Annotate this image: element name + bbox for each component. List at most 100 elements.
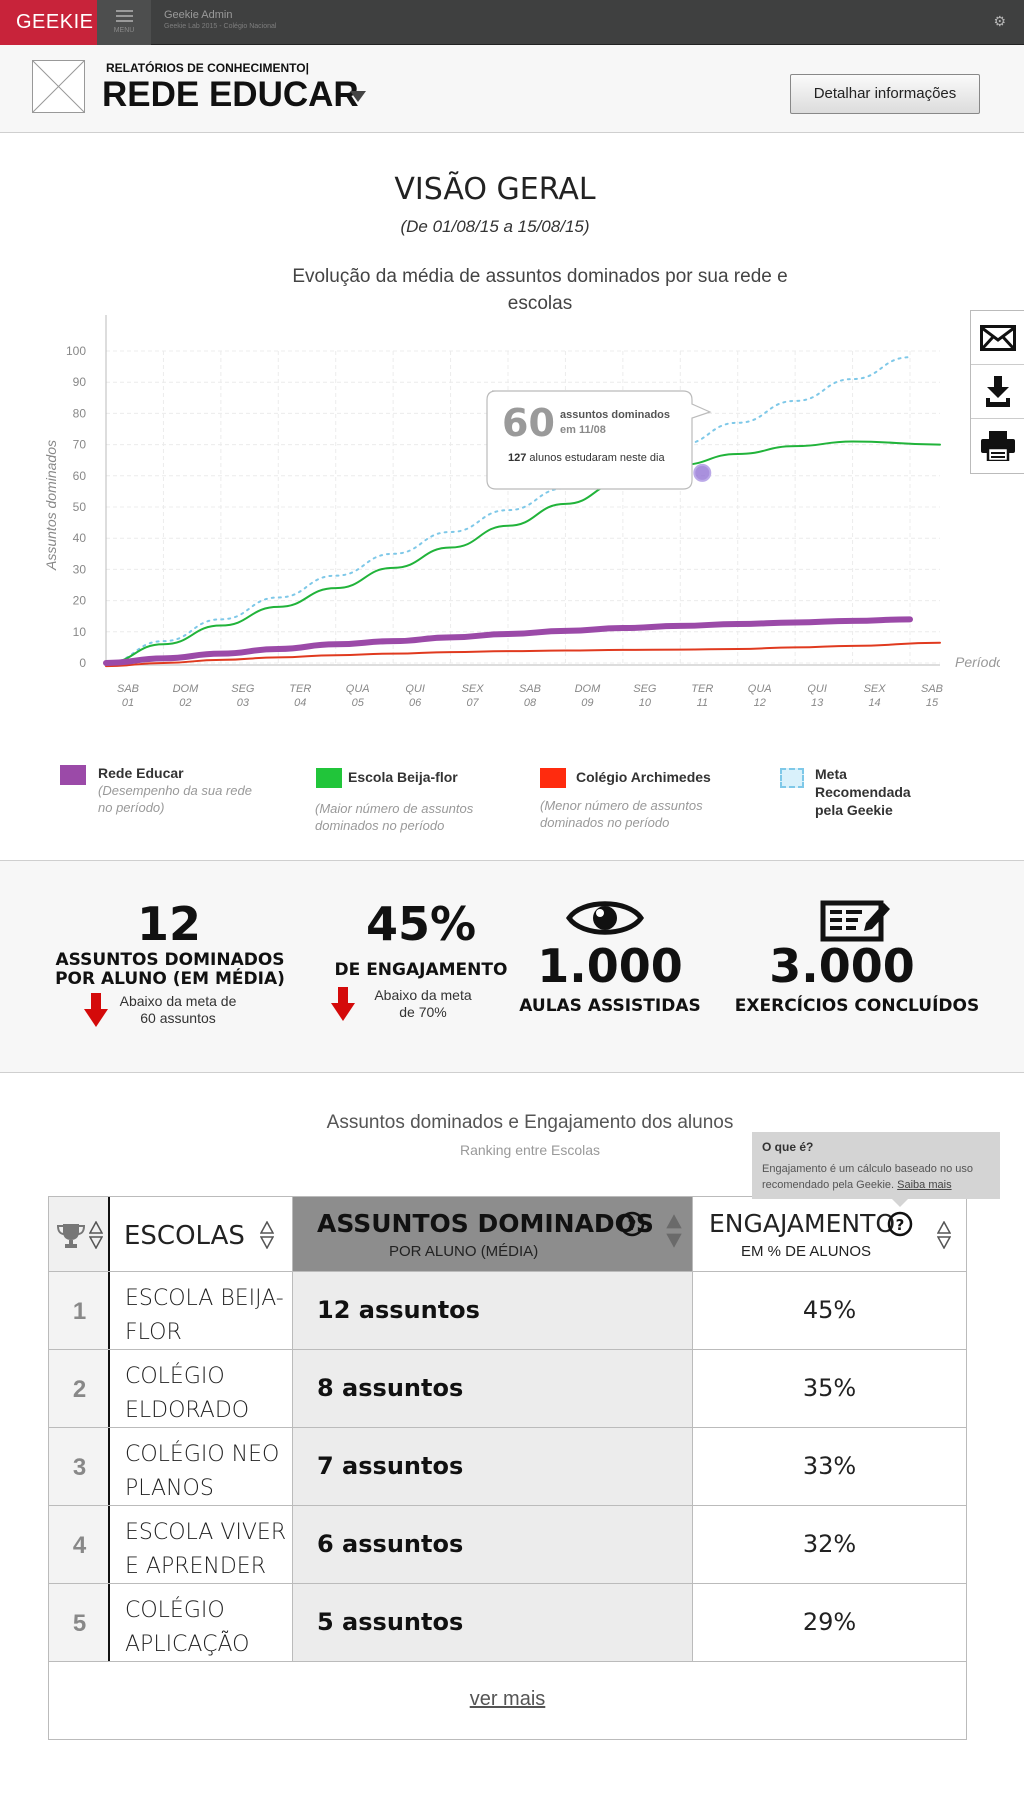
stat-engajamento-note: Abaixo da meta de 70%: [374, 987, 472, 1020]
svg-text:?: ?: [896, 1216, 905, 1234]
school-header[interactable]: ESCOLAS: [110, 1197, 293, 1271]
school-cell: COLÉGIO ELDORADO: [110, 1350, 293, 1427]
download-icon[interactable]: [971, 365, 1024, 419]
overview-date-range: (De 01/08/15 a 15/08/15): [400, 217, 590, 236]
y-tick-label: 60: [73, 469, 87, 483]
help-icon[interactable]: ?: [887, 1211, 913, 1237]
rank-number: 2: [72, 1376, 87, 1403]
rank-header[interactable]: [49, 1197, 110, 1271]
sort-icon[interactable]: [937, 1221, 951, 1249]
legend-description: (Menor número de assuntos dominados no p…: [540, 798, 703, 830]
ranking-subtitle: Ranking entre Escolas: [459, 1142, 601, 1158]
report-kicker: RELATÓRIOS DE CONHECIMENTO|: [106, 61, 309, 75]
tooltip-arrow: [892, 1199, 908, 1207]
tooltip-body: Engajamento é um cálculo baseado no uso …: [762, 1161, 990, 1193]
legend-swatch: [780, 768, 804, 788]
assuntos-value: 6 assuntos: [317, 1530, 464, 1558]
y-tick-label: 40: [73, 531, 87, 545]
assuntos-cell: 12 assuntos: [293, 1272, 693, 1349]
x-axis-label: Período: [955, 654, 1000, 670]
rank-number: 4: [72, 1532, 87, 1559]
x-tick-label: 13: [811, 697, 824, 709]
table-row[interactable]: 2 COLÉGIO ELDORADO 8 assuntos 35%: [48, 1350, 967, 1428]
tooltip-text: Engajamento é um cálculo baseado no uso …: [762, 1163, 973, 1191]
see-more-link[interactable]: ver mais: [469, 1688, 546, 1710]
table-header: ESCOLAS ASSUNTOS DOMINADOS ? POR ALUNO (…: [48, 1196, 967, 1272]
x-tick-label: QUI: [807, 683, 827, 695]
x-tick-label: 10: [639, 697, 652, 709]
y-tick-label: 80: [73, 406, 87, 420]
stat-assuntos-note: Abaixo da meta de 60 assuntos: [119, 993, 237, 1026]
school-name: ESCOLA VIVER E APRENDER: [125, 1520, 287, 1579]
engajamento-cell: 29%: [693, 1584, 966, 1661]
chart-tooltip: 60 assuntos dominados em 11/08 127 alunos e…: [486, 390, 712, 490]
sort-icon[interactable]: [665, 1213, 683, 1249]
table-row[interactable]: 5 COLÉGIO APLICAÇÃO 5 assuntos 29%: [48, 1584, 967, 1662]
engajamento-header[interactable]: ENGAJAMENTO ? EM % DE ALUNOS: [693, 1197, 966, 1271]
x-tick-label: 04: [294, 697, 306, 709]
engajamento-header-label: ENGAJAMENTO: [709, 1209, 896, 1238]
sort-icon[interactable]: [89, 1221, 103, 1249]
engajamento-value: 32%: [802, 1530, 857, 1558]
y-tick-label: 20: [73, 594, 87, 608]
x-tick-label: 03: [237, 697, 250, 709]
mail-icon[interactable]: [971, 311, 1024, 365]
network-selector[interactable]: REDE EDUCAR: [102, 75, 359, 114]
y-tick-label: 10: [73, 625, 87, 639]
report-header: RELATÓRIOS DE CONHECIMENTO| REDE EDUCAR …: [0, 45, 1024, 133]
stat-assuntos-label: ASSUNTOS DOMINADOS POR ALUNO (EM MÉDIA): [55, 950, 285, 989]
x-tick-label: 08: [524, 697, 537, 709]
legend-label: Meta Recomendada pela Geekie: [815, 766, 911, 818]
assuntos-cell: 5 assuntos: [293, 1584, 693, 1661]
gear-icon[interactable]: ⚙: [993, 13, 1006, 29]
share-toolbar: [970, 310, 1024, 474]
y-tick-label: 30: [73, 562, 87, 576]
assuntos-cell: 7 assuntos: [293, 1428, 693, 1505]
engajamento-cell: 33%: [693, 1428, 966, 1505]
tooltip-students: 127 alunos estudaram neste dia: [508, 452, 665, 464]
geekie-logo[interactable]: GEEKIE: [0, 0, 97, 45]
table-row[interactable]: 3 COLÉGIO NEO PLANOS 7 assuntos 33%: [48, 1428, 967, 1506]
school-name: COLÉGIO APLICAÇÃO: [125, 1598, 250, 1657]
table-row[interactable]: 1 ESCOLA BEIJA-FLOR 12 assuntos 45%: [48, 1272, 967, 1350]
legend-swatch: [316, 768, 342, 788]
sort-icon[interactable]: [260, 1221, 274, 1249]
school-cell: COLÉGIO APLICAÇÃO: [110, 1584, 293, 1661]
series-line-rede-educar: [103, 616, 913, 666]
help-icon[interactable]: ?: [619, 1211, 645, 1237]
x-tick-label: 11: [697, 697, 708, 709]
x-tick-label: 07: [466, 697, 479, 709]
tooltip-label: assuntos dominados: [560, 409, 670, 421]
x-tick-label: 14: [868, 697, 880, 709]
menu-button[interactable]: MENU: [97, 0, 151, 45]
assuntos-header[interactable]: ASSUNTOS DOMINADOS ? POR ALUNO (MÉDIA): [293, 1197, 693, 1271]
legend-description: (Desempenho da sua rede no período): [98, 783, 252, 815]
tooltip-box: [486, 390, 712, 490]
legend-label: Colégio Archimedes: [576, 769, 711, 785]
engajamento-cell: 45%: [693, 1272, 966, 1349]
eye-icon: [566, 901, 644, 935]
assuntos-value: 5 assuntos: [317, 1608, 464, 1636]
overview-title: VISÃO GERAL: [394, 172, 596, 207]
ranking-table: ESCOLAS ASSUNTOS DOMINADOS ? POR ALUNO (…: [48, 1196, 967, 1740]
legend-description: (Maior número de assuntos dominados no p…: [315, 801, 474, 833]
arrow-down-icon: [331, 987, 355, 1021]
x-tick-label: 12: [754, 697, 766, 709]
x-tick-label: DOM: [173, 683, 200, 695]
print-icon[interactable]: [971, 419, 1024, 473]
rank-cell: 5: [49, 1584, 110, 1661]
x-tick-label: QUI: [405, 683, 425, 695]
school-cell: ESCOLA BEIJA-FLOR: [110, 1272, 293, 1349]
x-tick-label: 02: [179, 697, 191, 709]
school-cell: COLÉGIO NEO PLANOS: [110, 1428, 293, 1505]
caret-down-icon[interactable]: [350, 91, 366, 102]
table-row[interactable]: 4 ESCOLA VIVER E APRENDER 6 assuntos 32%: [48, 1506, 967, 1584]
engajamento-cell: 32%: [693, 1506, 966, 1583]
assuntos-cell: 8 assuntos: [293, 1350, 693, 1427]
see-more-row: ver mais: [48, 1662, 967, 1740]
school-cell: ESCOLA VIVER E APRENDER: [110, 1506, 293, 1583]
assuntos-value: 12 assuntos: [317, 1296, 480, 1324]
x-tick-label: TER: [691, 683, 713, 695]
detail-info-button[interactable]: Detalhar informações: [790, 74, 980, 114]
learn-more-link[interactable]: Saiba mais: [897, 1179, 952, 1191]
